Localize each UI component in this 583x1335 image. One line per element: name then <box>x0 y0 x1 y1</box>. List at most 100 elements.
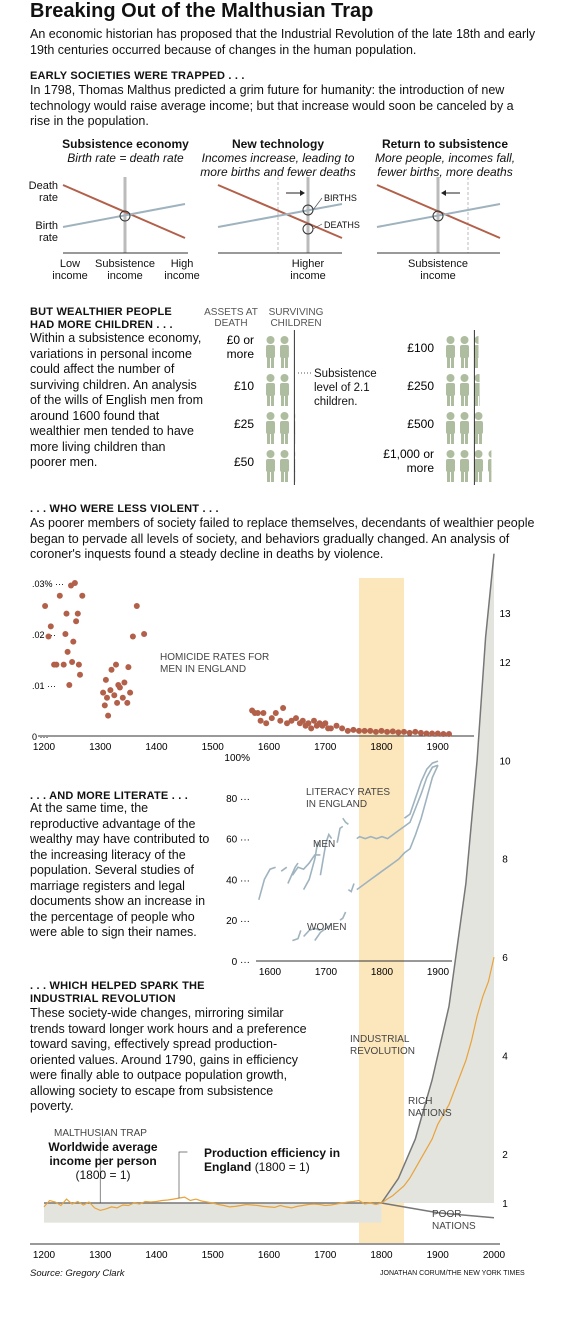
homicide-point <box>124 699 131 706</box>
income-label: Worldwide average income per person <box>48 1140 158 1168</box>
homicide-point <box>104 694 110 701</box>
asset-label: £50 <box>234 455 254 469</box>
figure-head <box>280 374 289 382</box>
right-axis-tick: 13 <box>499 609 511 620</box>
subsistence-note: Subsistence level of 2.1 children. <box>314 368 377 408</box>
section-body-children: Within a subsistence economy, variations… <box>30 331 203 469</box>
asset-label: £0 or more <box>227 333 255 361</box>
homicide-point <box>344 727 351 734</box>
homicide-point <box>339 725 346 732</box>
homicide-point <box>77 671 83 678</box>
homicide-point <box>412 728 419 735</box>
literacy-line-men <box>336 825 344 843</box>
figure-head <box>474 374 480 382</box>
literacy-line-women <box>314 923 333 942</box>
low-income-label: Low income <box>52 258 88 282</box>
figure-head <box>474 336 479 344</box>
figure-leg <box>489 471 492 482</box>
equilibrium-circle-3 <box>432 210 444 222</box>
figure-head <box>280 336 289 344</box>
literacy-line-women <box>356 764 439 891</box>
figure-head <box>266 336 275 344</box>
homicide-point <box>42 603 49 609</box>
figure-torso <box>488 459 492 472</box>
figure-torso <box>474 421 483 434</box>
homicide-point <box>293 715 299 722</box>
section-heading-violent: . . . WHO WERE LESS VIOLENT . . . <box>30 503 219 515</box>
child-figure-icon <box>474 450 483 482</box>
figure-leg <box>465 471 468 482</box>
figure-leg <box>447 395 450 406</box>
figure-torso <box>280 383 289 396</box>
figure-head <box>474 412 483 420</box>
homicide-point <box>121 679 128 686</box>
figure-torso <box>446 345 455 358</box>
child-figure-icon <box>280 374 289 406</box>
asset-label: £1,000 or more <box>383 447 434 475</box>
homicide-point <box>361 727 368 734</box>
homicide-point <box>311 717 317 724</box>
subsistence-income-label: Subsistence income <box>95 258 155 282</box>
child-figure-icon <box>266 336 275 368</box>
literacy-line-men <box>258 866 276 901</box>
births-label: BIRTHS <box>324 193 357 203</box>
figure-body <box>460 450 469 482</box>
rich-nations-line <box>380 553 495 1204</box>
child-figure-icon <box>280 450 289 482</box>
homicide-point <box>434 730 441 737</box>
figure-leg <box>461 395 464 406</box>
panel3-title: Return to subsistence <box>381 137 509 151</box>
literacy-line-women <box>339 911 347 921</box>
malthusian-trap-area <box>44 1203 382 1223</box>
literacy-line-men <box>342 817 349 825</box>
literacy-chart-label: LITERACY RATES IN ENGLAND <box>306 787 391 810</box>
figure-head <box>446 412 455 420</box>
homicide-point <box>105 712 112 719</box>
figure-torso <box>280 421 289 434</box>
asset-label: £25 <box>234 417 254 431</box>
asset-label-line: more <box>407 461 435 475</box>
homicide-point <box>63 610 70 617</box>
figure-torso <box>266 459 275 472</box>
figure-leg <box>271 433 274 444</box>
figure-head <box>446 374 455 382</box>
literacy-line-women <box>292 930 302 942</box>
asset-label-line: £100 <box>407 341 434 355</box>
birth-rate-label: Birth rate <box>35 220 58 244</box>
efficiency-line <box>43 956 495 1212</box>
asset-label: £100 <box>407 341 434 355</box>
child-figure-icon <box>446 450 455 482</box>
figure-leg <box>281 471 284 482</box>
figure-torso <box>446 459 455 472</box>
figure-body <box>266 412 275 444</box>
asset-label: £500 <box>407 417 434 431</box>
homicide-point <box>417 729 424 736</box>
right-axis-tick: 8 <box>502 855 508 866</box>
asset-label: £250 <box>407 379 434 393</box>
figure-torso <box>460 459 469 472</box>
homicide-point <box>75 661 82 668</box>
efficiency-label: Production efficiency in England <box>204 1146 341 1174</box>
literacy-line-men <box>287 862 299 884</box>
figure-leg <box>461 471 464 482</box>
figure-leg <box>475 433 478 444</box>
figure-body <box>280 336 289 368</box>
birth-rate-line <box>62 203 186 228</box>
bottom-axis-tick: 1200 <box>33 1250 56 1261</box>
homicide-y-tick: .01 ··· <box>32 681 56 691</box>
homicide-point <box>378 727 385 734</box>
literacy-line-women <box>303 927 321 938</box>
figure-torso <box>266 383 275 396</box>
women-label: WOMEN <box>307 922 347 933</box>
literacy-line-men <box>356 764 439 840</box>
child-figure-icon <box>460 412 469 444</box>
bottom-axis-tick: 1500 <box>202 1250 225 1261</box>
panel1-title-block: Subsistence economy Birth rate = death r… <box>48 137 203 165</box>
figure-leg <box>285 433 288 444</box>
assets-column-header: ASSETS AT DEATH <box>204 307 258 329</box>
homicide-point <box>100 689 107 696</box>
section-body-trapped: In 1798, Thomas Malthus predicted a grim… <box>30 83 514 128</box>
child-figure-icon <box>460 374 469 406</box>
literacy-line-men <box>319 832 333 876</box>
homicide-point <box>440 731 447 737</box>
